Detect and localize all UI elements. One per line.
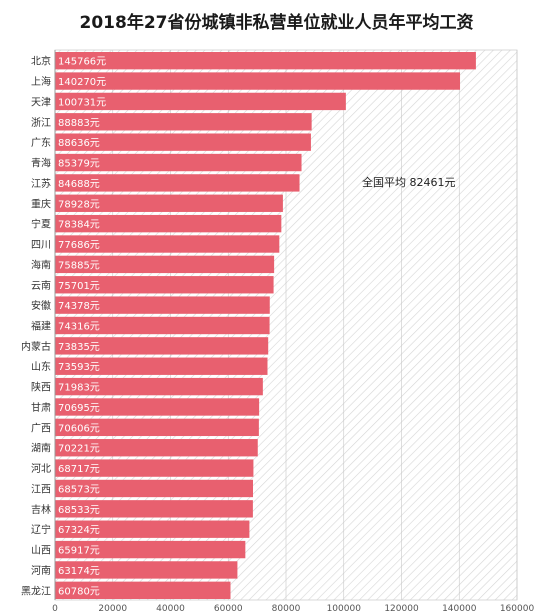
- category-label: 湖南: [31, 442, 51, 455]
- bar: [55, 72, 461, 90]
- value-label: 75885元: [58, 260, 100, 271]
- category-label: 河北: [31, 463, 51, 475]
- bar: [55, 439, 258, 457]
- category-label: 海南: [31, 258, 51, 271]
- x-tick-label: 20000: [98, 604, 127, 612]
- value-label: 88883元: [58, 118, 100, 129]
- x-tick-label: 80000: [272, 604, 301, 612]
- bar: [55, 520, 250, 538]
- value-label: 78384元: [58, 220, 100, 231]
- bar: [55, 255, 275, 274]
- category-label: 黑龙江: [21, 584, 51, 597]
- bar: [55, 316, 270, 335]
- value-label: 75701元: [58, 281, 100, 292]
- bar: [55, 52, 476, 70]
- category-label: 安徽: [31, 299, 51, 312]
- bar: [55, 337, 269, 355]
- value-label: 88636元: [58, 138, 100, 149]
- value-label: 60780元: [58, 586, 100, 597]
- value-label: 85379元: [58, 159, 100, 170]
- value-label: 73593元: [58, 362, 100, 373]
- category-label: 青海: [31, 157, 51, 170]
- value-label: 65917元: [58, 546, 100, 557]
- chart-title: 2018年27省份城镇非私营单位就业人员年平均工资: [79, 13, 474, 33]
- x-tick-label: 120000: [384, 604, 419, 612]
- x-tick-label: 100000: [327, 604, 362, 612]
- x-tick-label: 60000: [214, 604, 243, 612]
- value-label: 67324元: [58, 525, 100, 536]
- value-label: 68573元: [58, 484, 100, 495]
- category-label: 广西: [31, 422, 51, 434]
- bar: [55, 357, 268, 375]
- bar: [55, 418, 259, 437]
- bar: [55, 194, 283, 212]
- value-label: 68533元: [58, 505, 100, 516]
- category-label: 山东: [31, 360, 51, 373]
- x-tick-label: 40000: [156, 604, 185, 612]
- value-label: 70606元: [58, 423, 100, 434]
- value-label: 70695元: [58, 403, 100, 414]
- value-label: 63174元: [58, 566, 100, 577]
- x-tick-label: 160000: [500, 604, 535, 612]
- value-label: 68717元: [58, 464, 100, 475]
- category-label: 甘肃: [31, 401, 51, 414]
- bar: [55, 540, 246, 559]
- value-label: 74378元: [58, 301, 100, 312]
- bar: [55, 113, 312, 131]
- average-annotation: 全国平均 82461元: [362, 175, 456, 189]
- value-label: 78928元: [58, 199, 100, 210]
- bar: [55, 153, 302, 172]
- bar: [55, 581, 231, 599]
- category-label: 北京: [31, 55, 51, 68]
- category-label: 江西: [31, 483, 51, 495]
- bar: [55, 133, 311, 151]
- value-label: 70221元: [58, 444, 100, 455]
- category-label: 浙江: [31, 117, 51, 129]
- bar: [55, 377, 263, 396]
- x-tick-label: 0: [52, 604, 58, 612]
- bar: [55, 561, 238, 579]
- category-label: 河南: [31, 564, 51, 577]
- category-label: 云南: [31, 279, 51, 292]
- value-label: 74316元: [58, 322, 100, 333]
- category-label: 福建: [31, 320, 51, 333]
- category-label: 天津: [31, 96, 51, 108]
- category-label: 江苏: [31, 177, 51, 190]
- bar: [55, 214, 282, 233]
- bar: [55, 92, 346, 111]
- bar: [55, 296, 270, 314]
- category-label: 辽宁: [31, 523, 51, 536]
- value-label: 77686元: [58, 240, 100, 251]
- value-label: 140270元: [58, 77, 106, 88]
- category-label: 吉林: [31, 503, 51, 516]
- category-label: 上海: [31, 75, 51, 88]
- category-label: 广东: [31, 136, 51, 149]
- category-label: 四川: [31, 240, 51, 251]
- value-label: 145766元: [58, 57, 106, 68]
- bar: [55, 479, 254, 498]
- category-label: 陕西: [31, 381, 51, 394]
- category-label: 重庆: [31, 197, 51, 210]
- bar: [55, 398, 260, 416]
- bar: [55, 276, 274, 294]
- value-label: 73835元: [58, 342, 100, 353]
- category-label: 内蒙古: [21, 340, 51, 353]
- bar: [55, 500, 253, 518]
- value-label: 84688元: [58, 179, 100, 190]
- bar: [55, 235, 280, 253]
- value-label: 71983元: [58, 383, 100, 394]
- category-label: 山西: [31, 545, 51, 557]
- x-tick-label: 140000: [442, 604, 477, 612]
- bar: [55, 459, 254, 477]
- value-label: 100731元: [58, 97, 106, 108]
- category-label: 宁夏: [31, 218, 51, 231]
- bar: [55, 174, 300, 192]
